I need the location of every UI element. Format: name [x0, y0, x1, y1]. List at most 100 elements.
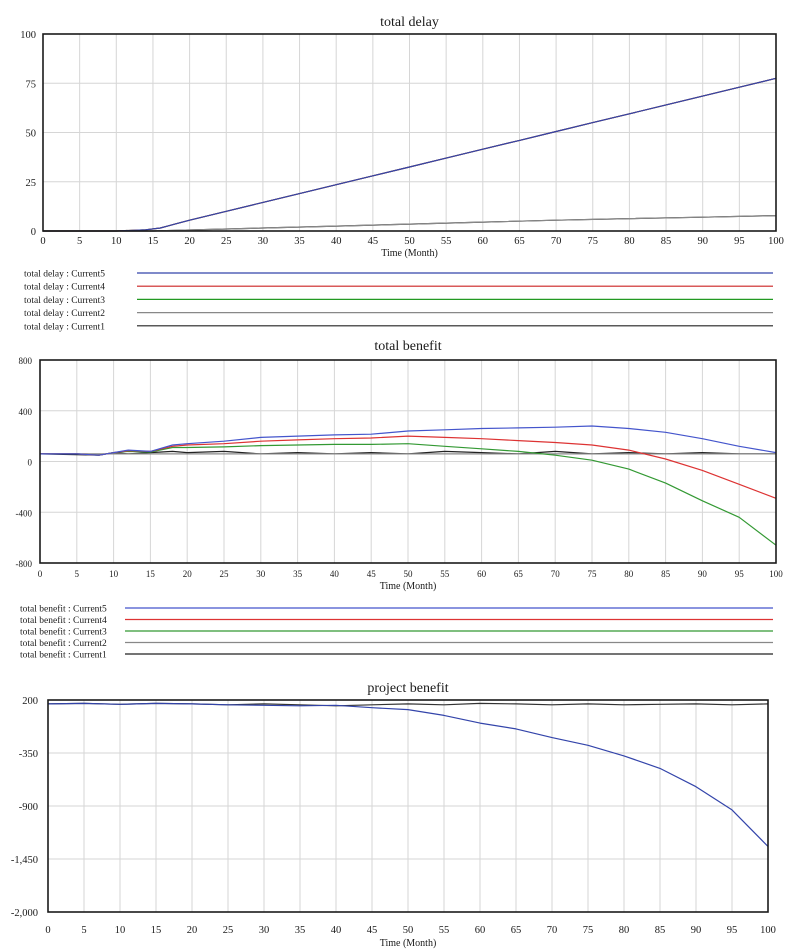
- y-tick-label: -350: [19, 749, 38, 760]
- legend-entry-label: total delay : Current5: [24, 270, 105, 280]
- x-tick-label: 20: [187, 925, 198, 936]
- x-tick-label: 30: [256, 569, 266, 579]
- x-axis-label: Time (Month): [380, 938, 437, 949]
- x-tick-label: 95: [734, 236, 745, 247]
- x-tick-label: 50: [404, 236, 415, 247]
- y-tick-label: 50: [26, 129, 37, 140]
- y-tick-label: -900: [19, 802, 38, 813]
- x-tick-label: 90: [691, 925, 702, 936]
- chart-title: total delay: [380, 15, 439, 30]
- series-line: [43, 77, 777, 232]
- y-tick-label: 100: [20, 30, 36, 41]
- x-axis-label: Time (Month): [380, 581, 437, 592]
- x-tick-label: 10: [111, 236, 122, 247]
- x-tick-label: 20: [184, 236, 195, 247]
- x-tick-label: 25: [223, 925, 234, 936]
- series-line: [47, 702, 769, 847]
- x-tick-label: 60: [477, 569, 487, 579]
- x-tick-label: 30: [259, 925, 270, 936]
- x-tick-label: 10: [115, 925, 126, 936]
- plot-frame: [47, 699, 769, 913]
- x-tick-label: 85: [661, 569, 671, 579]
- plot-frame: [39, 359, 777, 564]
- x-tick-label: 25: [221, 236, 232, 247]
- x-tick-label: 55: [439, 925, 450, 936]
- plot-frame: [42, 33, 777, 232]
- legend-entry-label: total benefit : Current3: [20, 627, 107, 638]
- y-tick-label: 400: [19, 407, 33, 417]
- x-tick-label: 35: [294, 236, 305, 247]
- x-tick-label: 85: [661, 236, 672, 247]
- x-tick-label: 20: [183, 569, 193, 579]
- x-tick-label: 55: [440, 569, 450, 579]
- legend-entry-label: total benefit : Current5: [20, 604, 107, 615]
- x-tick-label: 60: [475, 925, 486, 936]
- x-tick-label: 50: [404, 569, 414, 579]
- x-tick-label: 100: [760, 925, 776, 936]
- x-tick-label: 70: [547, 925, 558, 936]
- x-tick-label: 15: [151, 925, 162, 936]
- x-tick-label: 45: [367, 569, 377, 579]
- legend-entry-label: total delay : Current4: [24, 283, 105, 293]
- x-tick-label: 0: [45, 925, 50, 936]
- series-line: [40, 425, 777, 456]
- legend-entry-label: total benefit : Current1: [20, 650, 107, 661]
- x-tick-label: 5: [81, 925, 86, 936]
- x-tick-label: 65: [511, 925, 522, 936]
- y-tick-label: -400: [16, 508, 33, 518]
- x-tick-label: 95: [727, 925, 738, 936]
- x-tick-label: 75: [588, 236, 599, 247]
- x-tick-label: 70: [551, 569, 561, 579]
- x-tick-label: 75: [588, 569, 598, 579]
- x-tick-label: 0: [38, 569, 43, 579]
- legend-entry-label: total delay : Current3: [24, 296, 105, 306]
- x-tick-label: 70: [551, 236, 562, 247]
- x-tick-label: 100: [768, 236, 784, 247]
- y-tick-label: 0: [28, 458, 33, 468]
- x-tick-label: 90: [698, 569, 708, 579]
- chart-title: total benefit: [374, 339, 441, 354]
- x-tick-label: 60: [478, 236, 489, 247]
- x-tick-label: 90: [697, 236, 708, 247]
- x-tick-label: 5: [75, 569, 80, 579]
- legend-entry-label: total benefit : Current4: [20, 615, 107, 626]
- x-tick-label: 95: [735, 569, 745, 579]
- y-tick-label: -2,000: [11, 908, 38, 919]
- y-tick-label: 75: [26, 79, 37, 90]
- x-tick-label: 5: [77, 236, 82, 247]
- y-tick-label: -800: [16, 559, 33, 569]
- x-axis-label: Time (Month): [381, 248, 438, 259]
- x-tick-label: 55: [441, 236, 452, 247]
- x-tick-label: 25: [220, 569, 230, 579]
- x-tick-label: 45: [368, 236, 379, 247]
- x-tick-label: 80: [619, 925, 630, 936]
- legend-entry-label: total delay : Current1: [24, 322, 105, 332]
- y-tick-label: 0: [31, 227, 36, 238]
- x-tick-label: 45: [367, 925, 378, 936]
- x-tick-label: 80: [624, 236, 635, 247]
- x-tick-label: 40: [331, 925, 342, 936]
- x-tick-label: 10: [109, 569, 119, 579]
- x-tick-label: 40: [330, 569, 340, 579]
- x-tick-label: 75: [583, 925, 594, 936]
- x-tick-label: 85: [655, 925, 666, 936]
- x-tick-label: 15: [146, 569, 156, 579]
- x-tick-label: 65: [514, 569, 524, 579]
- y-tick-label: 200: [22, 696, 38, 707]
- x-tick-label: 80: [624, 569, 634, 579]
- chart-title: project benefit: [367, 681, 448, 696]
- x-tick-label: 50: [403, 925, 414, 936]
- legend-entry-label: total delay : Current2: [24, 309, 105, 319]
- y-tick-label: -1,450: [11, 855, 38, 866]
- x-tick-label: 100: [769, 569, 783, 579]
- y-tick-label: 25: [26, 178, 37, 189]
- legend-entry-label: total benefit : Current2: [20, 638, 107, 649]
- x-tick-label: 15: [148, 236, 159, 247]
- x-tick-label: 30: [258, 236, 269, 247]
- y-tick-label: 800: [19, 356, 33, 366]
- x-tick-label: 40: [331, 236, 342, 247]
- x-tick-label: 35: [293, 569, 303, 579]
- x-tick-label: 35: [295, 925, 306, 936]
- x-tick-label: 0: [40, 236, 45, 247]
